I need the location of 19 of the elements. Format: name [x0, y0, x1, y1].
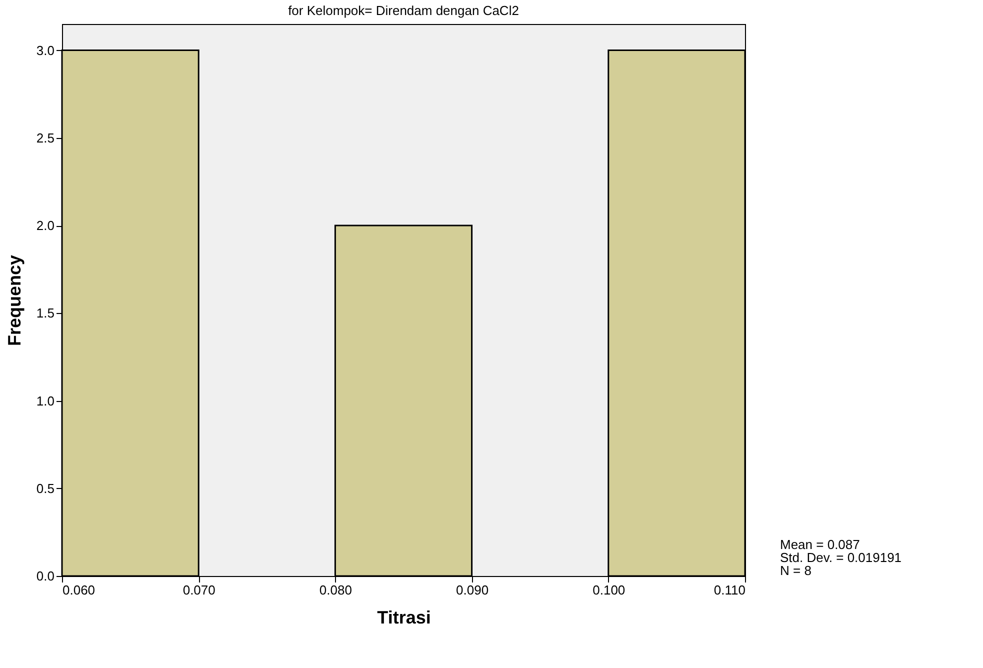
y-axis-title: Frequency [4, 254, 24, 346]
text: N = 8 [780, 563, 812, 578]
text: Mean = 0.087 [780, 537, 860, 552]
y-tick-label: 1.0 [36, 393, 54, 408]
x-tick-label: 0.080 [319, 582, 352, 598]
x-tick-label: 0.070 [182, 582, 216, 598]
x-tick-label: 0.090 [456, 582, 489, 598]
chart-title: for Kelompok= Direndam dengan CaCl2 [288, 3, 519, 18]
y-tick-label: 2.0 [36, 218, 54, 234]
x-tick-label: 0.060 [62, 582, 96, 598]
x-tick-label: 0.100 [592, 582, 626, 598]
x-tick-label: 0.110 [714, 582, 746, 598]
y-tick-label: 0.0 [36, 568, 54, 584]
text: Std. Dev. = 0.019191 [780, 550, 902, 565]
x-axis-title: Titrasi [377, 608, 431, 628]
y-tick-label: 3.0 [36, 42, 54, 58]
y-tick-label: 1.5 [36, 306, 54, 321]
y-tick-label: 2.5 [36, 130, 54, 146]
y-tick-label: 0.5 [36, 480, 54, 496]
